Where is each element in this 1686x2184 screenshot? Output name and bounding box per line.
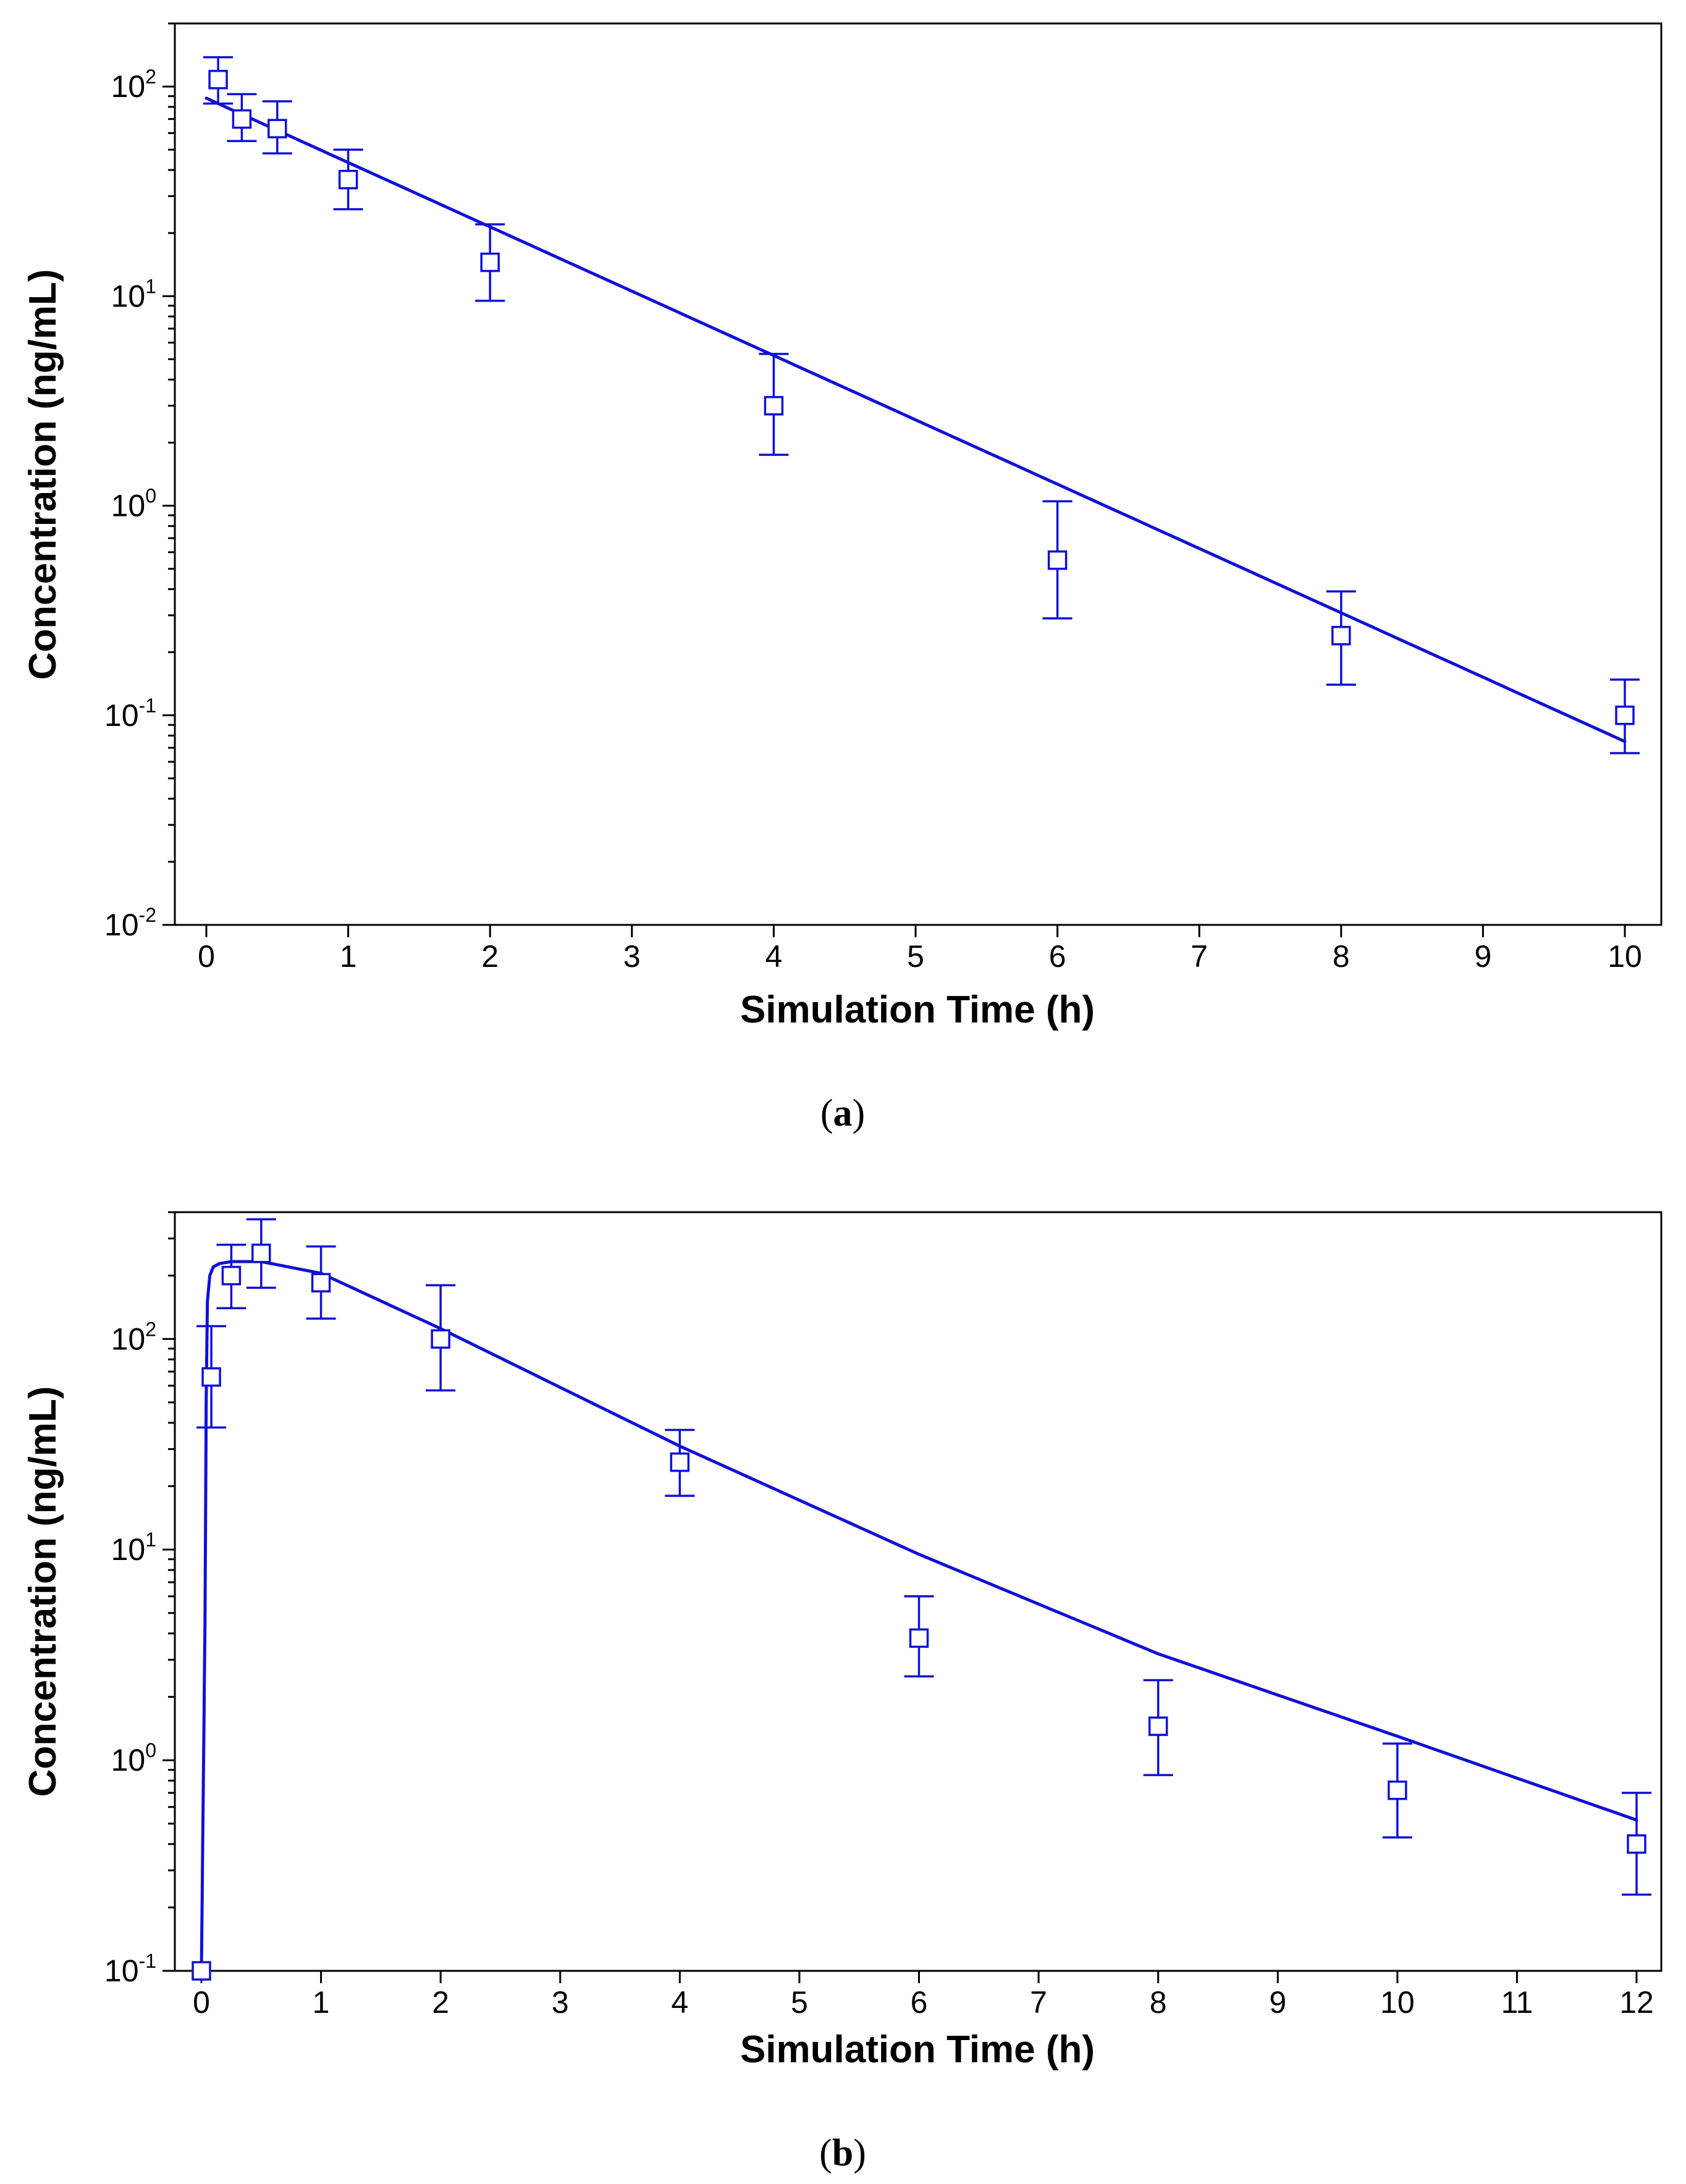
panel-b-observed-point <box>909 1628 929 1648</box>
panel-a-data <box>203 56 1640 754</box>
panel-a-ticks <box>162 22 1626 937</box>
panel-a-y-axis-title: Concentration (ng/mL) <box>22 269 64 680</box>
panel-b-x-tick-label: 6 <box>911 1985 928 2020</box>
panel-b-x-tick-label: 12 <box>1619 1985 1654 2020</box>
panel-b-x-tick-labels: 0 1 2 3 4 5 6 7 8 9 10 11 12 <box>193 1985 1654 2020</box>
panel-a-x-tick-label: 10 <box>1608 939 1642 974</box>
panel-b-y-tick-label: 102 <box>111 1318 156 1356</box>
panel-a-label: (a) <box>820 1092 865 1134</box>
panel-a-x-tick-label: 3 <box>623 939 641 974</box>
panel-a-observed-point <box>232 109 252 129</box>
panel-a-y-tick-label: 10-2 <box>104 904 156 942</box>
panel-b-x-tick-label: 10 <box>1380 1985 1415 2020</box>
panel-b-x-tick-label: 9 <box>1269 1985 1286 2020</box>
panel-a-x-tick-label: 0 <box>198 939 215 974</box>
panel-b-x-tick-label: 8 <box>1150 1985 1167 2020</box>
panel-a-observed-point <box>338 169 358 190</box>
panel-a-observed-point <box>1047 550 1068 570</box>
panel-a-y-tick-label: 101 <box>111 275 156 313</box>
panel-b-label: (b) <box>819 2132 866 2174</box>
panel-b-y-tick-label: 10-1 <box>104 1950 156 1988</box>
panel-a-y-tick-label: 100 <box>111 485 156 523</box>
panel-b-observed-point <box>311 1273 331 1292</box>
panel-a-simulated-line <box>204 96 1627 743</box>
panel-b-y-tick-label: 101 <box>111 1528 156 1567</box>
panel-b-observed-point <box>670 1452 690 1472</box>
panel-b-plot-frame <box>174 1211 1663 1972</box>
panel-a-observed-point <box>208 70 228 90</box>
panel-b-observed-point <box>251 1243 271 1263</box>
panel-b-x-tick-label: 7 <box>1030 1985 1047 2020</box>
panel-a-x-tick-label: 6 <box>1049 939 1066 974</box>
panel-a-observed-point <box>1615 706 1635 725</box>
panel-a-y-tick-labels: 10-2 10-1 100 101 102 <box>104 65 156 942</box>
panel-a-x-tick-label: 2 <box>481 939 499 974</box>
panel-a-x-tick-label: 7 <box>1191 939 1208 974</box>
panel-a-x-axis-title: Simulation Time (h) <box>740 989 1095 1031</box>
panel-b-observed-point <box>1627 1834 1646 1854</box>
panel-b-y-tick-labels: 10-1 100 101 102 <box>104 1318 156 1988</box>
panel-a-observed-point <box>268 119 287 138</box>
panel-a-observed-point <box>1331 626 1351 646</box>
panel-b-observed-point <box>201 1367 221 1387</box>
panel-a-plot-frame <box>174 22 1663 926</box>
panel-a-chart: 0 1 2 3 4 5 6 7 8 9 10 10-2 10-1 100 101 102 Simulatio… <box>22 22 1663 1031</box>
panel-b-x-tick-label: 4 <box>671 1985 688 2020</box>
panel-a-observed-point <box>764 395 784 416</box>
panel-a-x-tick-label: 4 <box>765 939 782 974</box>
panel-a-x-tick-label: 8 <box>1333 939 1350 974</box>
panel-b-x-tick-label: 1 <box>313 1985 330 2020</box>
panel-b-observed-point <box>221 1265 242 1286</box>
panel-b-x-axis-title: Simulation Time (h) <box>740 2028 1095 2071</box>
panel-a-x-tick-labels: 0 1 2 3 4 5 6 7 8 9 10 <box>198 939 1642 974</box>
panel-a-x-tick-label: 1 <box>340 939 357 974</box>
panel-b-x-tick-label: 3 <box>552 1985 569 2020</box>
panel-b-observed-point <box>431 1329 450 1349</box>
panel-a-y-tick-label: 10-1 <box>104 694 156 733</box>
panel-b-data <box>192 1218 1651 1981</box>
panel-b-observed-point <box>1388 1780 1407 1800</box>
panel-a-x-tick-label: 9 <box>1474 939 1491 974</box>
panel-b-observed-point <box>1148 1716 1168 1736</box>
panel-b-observed-point <box>192 1961 211 1981</box>
panel-b-ticks <box>162 1211 1638 1983</box>
panel-b-x-tick-label: 5 <box>791 1985 808 2020</box>
panel-b-simulated-line <box>200 1260 1638 1973</box>
panel-a-x-tick-label: 5 <box>907 939 924 974</box>
panel-a-y-tick-label: 102 <box>111 65 156 104</box>
panel-b-y-axis-title: Concentration (ng/mL) <box>22 1386 64 1797</box>
panel-b-x-tick-label: 2 <box>432 1985 449 2020</box>
panel-b-y-tick-label: 100 <box>111 1739 156 1777</box>
panel-a-observed-point <box>480 252 500 272</box>
panel-b-x-tick-label: 0 <box>193 1985 210 2020</box>
panel-b-x-tick-label: 11 <box>1501 1985 1533 2020</box>
